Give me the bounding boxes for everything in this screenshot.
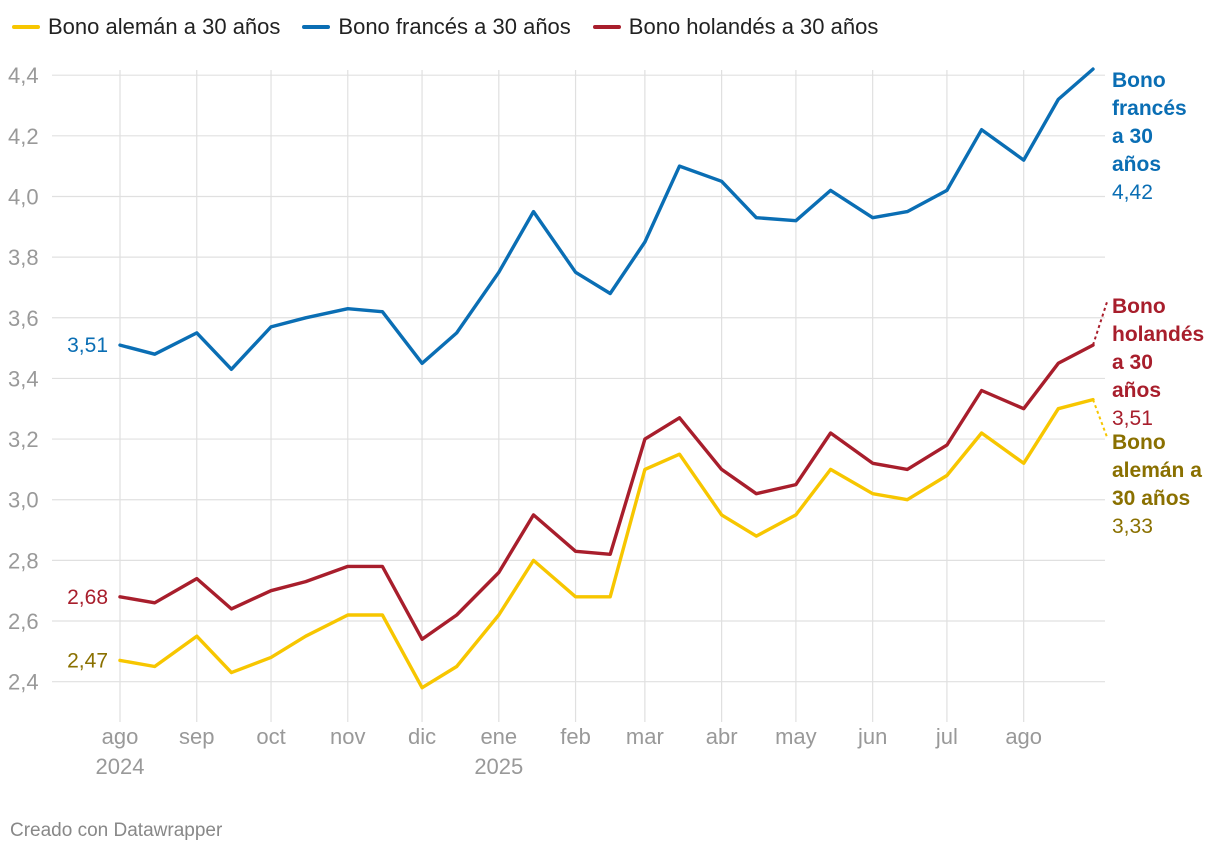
start-value-label-german: 2,47 bbox=[67, 649, 108, 672]
end-label-dutch: años bbox=[1112, 379, 1161, 402]
label-leader-dutch bbox=[1092, 301, 1108, 346]
end-label-dutch: a 30 bbox=[1112, 351, 1153, 374]
x-gridlines bbox=[119, 70, 1025, 722]
end-value-label-french: 4,42 bbox=[1112, 181, 1153, 204]
series-line-french bbox=[118, 67, 1095, 371]
y-tick-label: 2,4 bbox=[8, 670, 39, 695]
y-tick-label: 2,8 bbox=[8, 548, 39, 573]
y-tick-label: 4,0 bbox=[8, 184, 39, 209]
end-label-german: alemán a bbox=[1112, 459, 1202, 482]
y-tick-label: 3,4 bbox=[8, 366, 39, 391]
x-tick-label: jul bbox=[935, 724, 958, 749]
series-lines bbox=[118, 67, 1108, 690]
legend-swatch-french bbox=[302, 25, 331, 29]
legend-item-french: Bono francés a 30 años bbox=[302, 14, 571, 40]
x-tick-year-label: 2024 bbox=[96, 754, 145, 779]
y-tick-label: 3,8 bbox=[8, 245, 39, 270]
x-tick-label: feb bbox=[560, 724, 591, 749]
legend-label-french: Bono francés a 30 años bbox=[338, 14, 571, 39]
legend-label-german: Bono alemán a 30 años bbox=[48, 14, 281, 39]
y-axis-ticks: 2,4 2,6 2,8 3,0 3,2 3,4 3,6 3,8 4,0 4,2 4,4 bbox=[8, 63, 39, 695]
x-axis-ticks: ago 2024 sep oct nov dic ene 2025 feb mar abr may ju… bbox=[96, 724, 1043, 779]
end-label-french: francés bbox=[1112, 97, 1187, 120]
x-tick-label: ene bbox=[480, 724, 517, 749]
x-tick-label: abr bbox=[706, 724, 738, 749]
start-value-label-dutch: 2,68 bbox=[67, 586, 108, 609]
x-tick-label: oct bbox=[256, 724, 285, 749]
legend-swatch-dutch bbox=[592, 25, 621, 29]
start-value-label-french: 3,51 bbox=[67, 334, 108, 357]
y-tick-label: 4,4 bbox=[8, 63, 39, 88]
end-label-german: Bono bbox=[1112, 431, 1166, 454]
legend-item-dutch: Bono holandés a 30 años bbox=[592, 14, 879, 40]
y-tick-label: 3,0 bbox=[8, 488, 39, 513]
label-leader-german bbox=[1092, 399, 1108, 438]
y-tick-label: 3,2 bbox=[8, 427, 39, 452]
legend-item-german: Bono alemán a 30 años bbox=[12, 14, 280, 40]
end-label-french: a 30 bbox=[1112, 125, 1153, 148]
legend-label-dutch: Bono holandés a 30 años bbox=[628, 14, 879, 39]
y-gridlines bbox=[52, 74, 1105, 683]
x-tick-label: may bbox=[775, 724, 817, 749]
end-label-dutch: holandés bbox=[1112, 323, 1204, 346]
y-tick-label: 2,6 bbox=[8, 609, 39, 634]
x-tick-label: nov bbox=[330, 724, 365, 749]
end-value-label-dutch: 3,51 bbox=[1112, 407, 1153, 430]
x-tick-year-label: 2025 bbox=[474, 754, 523, 779]
y-tick-label: 3,6 bbox=[8, 306, 39, 331]
line-chart: 2,4 2,6 2,8 3,0 3,2 3,4 3,6 3,8 4,0 4,2 4,4 ago 202… bbox=[8, 63, 1204, 779]
series-line-german bbox=[118, 397, 1095, 690]
end-label-french: Bono bbox=[1112, 69, 1166, 92]
end-value-label-german: 3,33 bbox=[1112, 515, 1153, 538]
x-tick-label: jun bbox=[857, 724, 887, 749]
x-tick-label: ago bbox=[102, 724, 139, 749]
legend-swatch-german bbox=[12, 25, 40, 29]
series-line-dutch bbox=[118, 343, 1095, 641]
x-tick-label: ago bbox=[1005, 724, 1042, 749]
y-tick-label: 4,2 bbox=[8, 124, 39, 149]
end-label-german: 30 años bbox=[1112, 487, 1190, 510]
credit-text: Creado con Datawrapper bbox=[10, 820, 223, 841]
legend: Bono alemán a 30 años Bono francés a 30 … bbox=[12, 14, 878, 40]
x-tick-label: dic bbox=[408, 724, 436, 749]
x-tick-label: sep bbox=[179, 724, 214, 749]
x-tick-label: mar bbox=[626, 724, 664, 749]
end-label-french: años bbox=[1112, 153, 1161, 176]
end-label-dutch: Bono bbox=[1112, 295, 1166, 318]
